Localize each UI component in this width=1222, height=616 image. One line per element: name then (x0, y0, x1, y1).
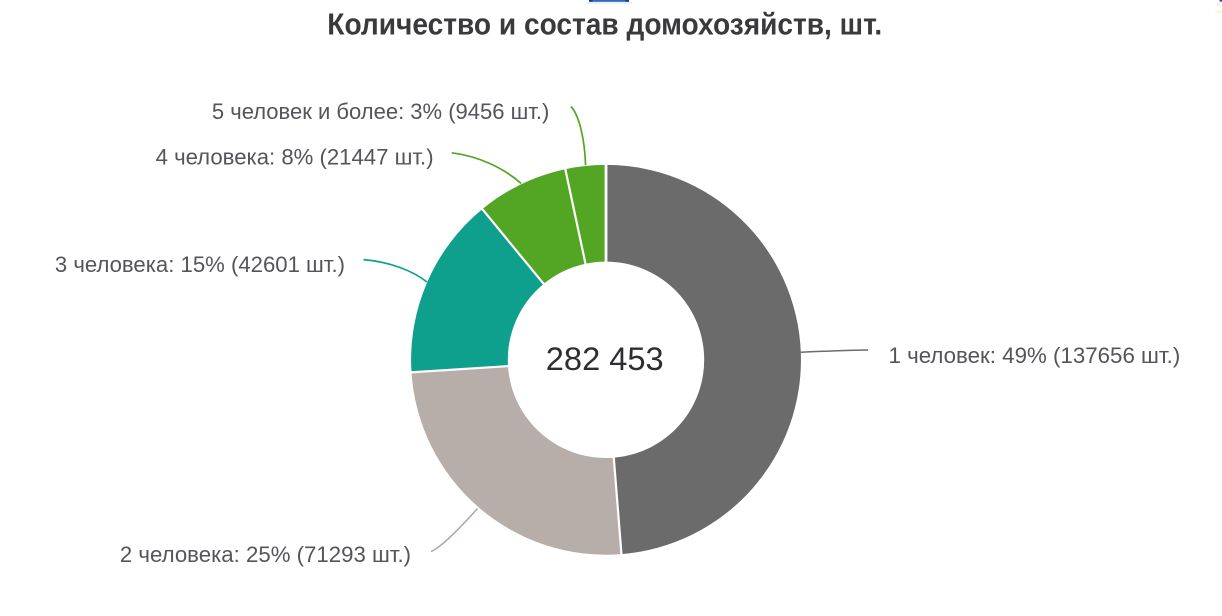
svg-text:Количество и состав домохозяйс: Количество и состав домохозяйств, шт. (327, 7, 882, 42)
svg-text:1 человек: 49% (137656 шт.): 1 человек: 49% (137656 шт.) (889, 343, 1181, 368)
svg-text:282 453: 282 453 (546, 341, 664, 377)
svg-text:4 человека: 8% (21447 шт.): 4 человека: 8% (21447 шт.) (156, 144, 434, 169)
svg-text:2 человека: 25% (71293 шт.): 2 человека: 25% (71293 шт.) (120, 542, 411, 567)
svg-text:5 человек и более: 3% (9456 шт: 5 человек и более: 3% (9456 шт.) (212, 99, 550, 124)
svg-text:3 человека: 15% (42601 шт.): 3 человека: 15% (42601 шт.) (55, 252, 345, 277)
